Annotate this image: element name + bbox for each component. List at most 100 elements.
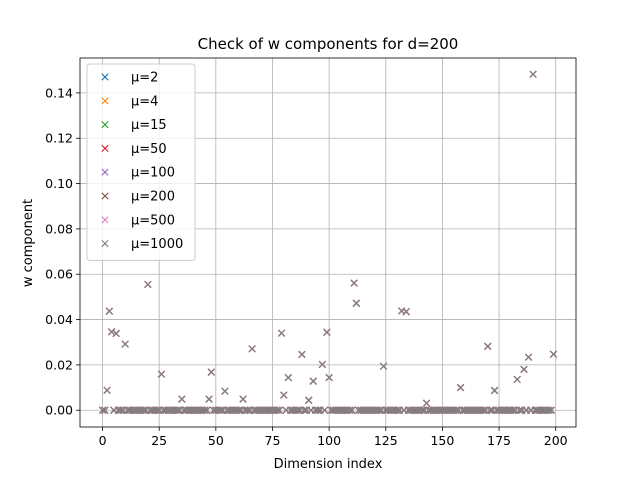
data-point [234, 406, 243, 414]
data-point [418, 406, 426, 414]
data-point [144, 280, 152, 289]
legend-box [86, 63, 196, 261]
data-point [549, 350, 558, 358]
y-tick-label: 0.10 [45, 176, 73, 191]
y-tick-label: 0.06 [45, 267, 73, 282]
chart-title: Check of w components for d=200 [198, 35, 459, 53]
legend-label: μ=4 [131, 94, 158, 109]
data-point [325, 373, 333, 382]
data-point [379, 362, 388, 370]
data-point [121, 340, 129, 348]
data-point [547, 406, 555, 414]
legend-marker [101, 73, 109, 81]
data-point [239, 395, 247, 403]
legend-marker [101, 240, 109, 248]
legend-label: μ=100 [131, 166, 175, 181]
data-point [314, 406, 322, 414]
data-point [484, 342, 492, 350]
data-point [98, 406, 107, 414]
data-point [298, 350, 306, 359]
data-point [280, 391, 288, 399]
legend-label: μ=1000 [131, 237, 183, 252]
x-tick-label: 200 [544, 433, 568, 448]
legend-label: μ=200 [131, 190, 175, 205]
data-point [273, 406, 281, 414]
grid [80, 58, 576, 427]
x-tick-label: 75 [265, 433, 281, 448]
data-point [277, 329, 286, 337]
data-point [321, 406, 329, 414]
data-point [157, 370, 166, 378]
data-point [350, 279, 358, 287]
x-axis-label: Dimension index [274, 457, 383, 472]
data-point [345, 406, 354, 414]
data-point [293, 406, 301, 414]
data-point [318, 360, 326, 369]
data-point [375, 406, 383, 414]
data-point [509, 406, 517, 414]
x-tick-label: 125 [374, 433, 398, 448]
x-tick-label: 150 [430, 433, 454, 448]
data-point [243, 406, 252, 414]
y-tick-label: 0.08 [45, 221, 73, 236]
x-axis: 0 25 50 75 100 125 150 175 200 [99, 427, 568, 448]
data-point [117, 406, 125, 414]
data-point [112, 329, 120, 337]
legend-label: μ=50 [131, 142, 167, 157]
data-point [456, 383, 465, 392]
data-point [178, 395, 186, 403]
data-point [284, 373, 292, 382]
data-point [486, 406, 494, 414]
legend-label: μ=500 [131, 213, 175, 228]
data-point [300, 406, 308, 414]
legend-label: μ=15 [131, 118, 167, 133]
y-axis-label: w component [21, 199, 36, 287]
data-point [139, 406, 147, 414]
data-point [452, 406, 460, 414]
data-point [305, 396, 313, 404]
data-point [352, 299, 360, 307]
y-tick-label: 0.02 [45, 357, 73, 372]
data-point [545, 406, 553, 414]
data-point [153, 406, 161, 414]
legend-marker [101, 144, 109, 152]
legend-marker [101, 216, 109, 224]
data-point [203, 406, 211, 414]
y-axis: 0.00 0.02 0.04 0.06 0.08 0.10 0.12 0.14 [45, 85, 80, 418]
data-point [173, 406, 181, 414]
data-point [323, 328, 331, 336]
data-point [200, 406, 209, 414]
data-point [524, 353, 533, 361]
data-point [520, 365, 528, 374]
data-point [422, 399, 431, 407]
data-point [101, 406, 109, 414]
legend-label: μ=2 [131, 71, 158, 86]
data-point [393, 406, 401, 414]
data-point [490, 386, 499, 395]
data-point [207, 368, 215, 376]
data-point [309, 377, 317, 385]
data-point [105, 307, 113, 315]
x-tick-label: 100 [317, 433, 341, 448]
data-points [98, 70, 558, 414]
data-point [513, 375, 521, 383]
data-point [103, 386, 111, 394]
x-tick-label: 175 [487, 433, 511, 448]
data-point [216, 406, 224, 414]
y-tick-label: 0.04 [45, 312, 73, 327]
data-point [275, 406, 283, 414]
data-point [515, 406, 524, 414]
x-tick-label: 50 [208, 433, 224, 448]
data-point [221, 387, 229, 395]
data-point [108, 328, 116, 336]
x-tick-label: 0 [99, 433, 107, 448]
data-point [402, 308, 410, 316]
data-point [248, 345, 256, 353]
plot-frame [79, 57, 577, 428]
y-tick-label: 0.00 [45, 403, 73, 418]
data-point [205, 395, 213, 403]
legend: μ=2 μ=4 μ=15 μ=50 μ=100 μ=200 μ=500 μ=1000 [86, 63, 196, 261]
legend-marker [101, 168, 109, 176]
data-point [479, 406, 487, 414]
